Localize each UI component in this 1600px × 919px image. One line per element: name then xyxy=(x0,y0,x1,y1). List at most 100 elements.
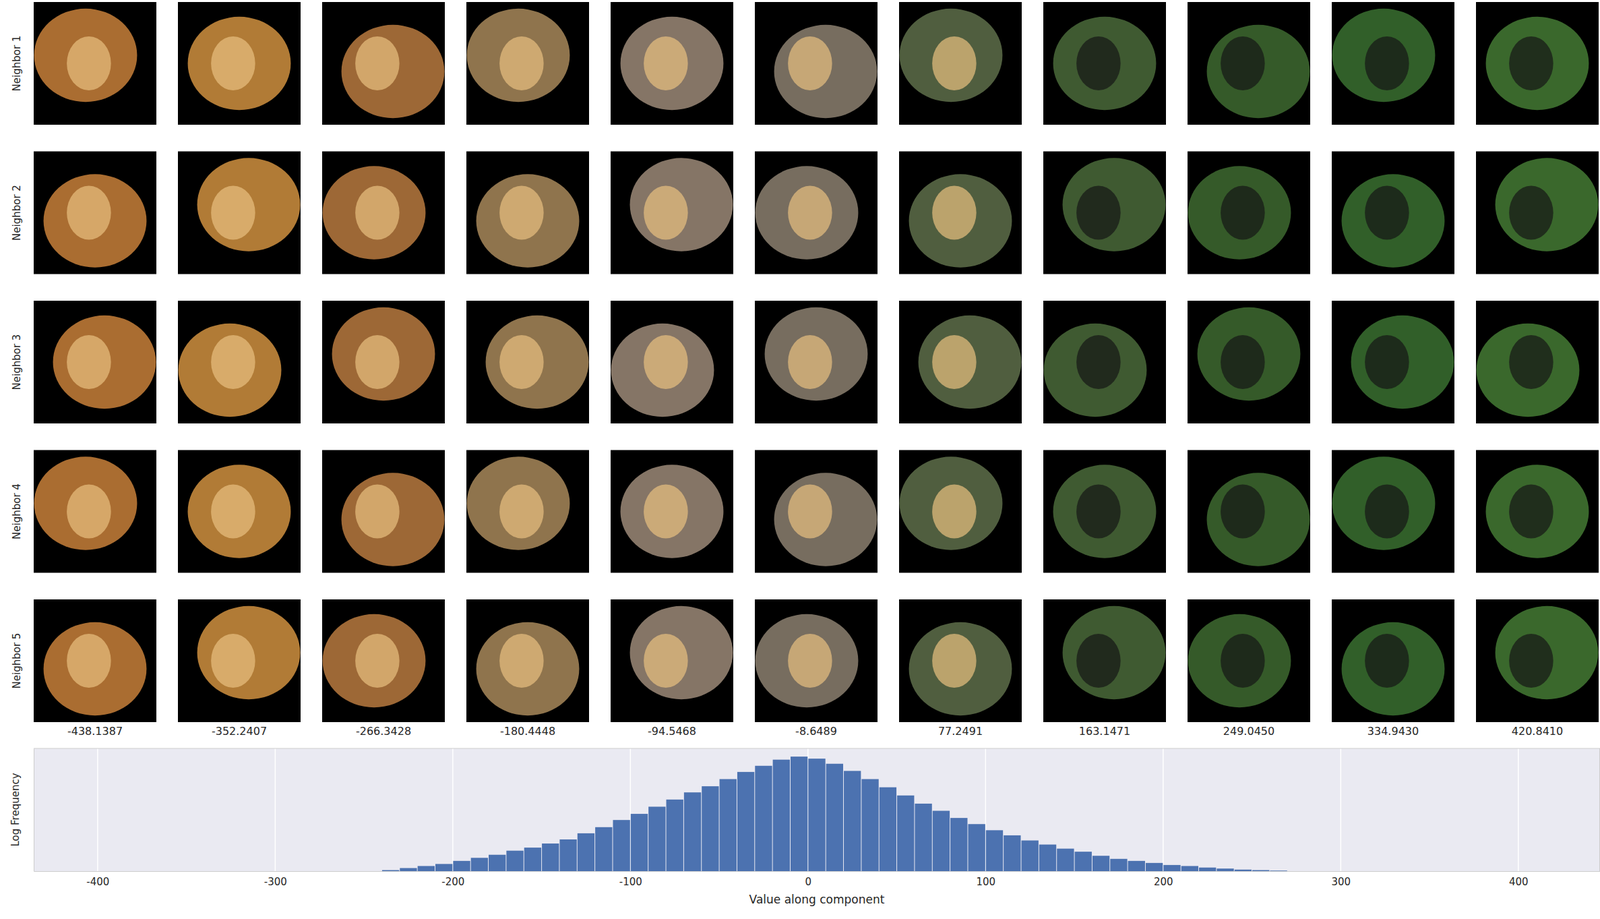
image-content xyxy=(34,8,138,102)
neighbor-image xyxy=(899,599,1022,722)
x-tick-label: 400 xyxy=(1509,875,1529,888)
column-value: -352.2407 xyxy=(211,724,267,738)
image-detail xyxy=(932,483,977,538)
image-background xyxy=(610,599,734,722)
image-content xyxy=(1495,157,1599,251)
x-tick: 100 xyxy=(975,870,996,888)
neighbor-image xyxy=(177,450,301,573)
image-background xyxy=(1331,599,1455,722)
neighbor-image xyxy=(1331,151,1455,275)
image-content xyxy=(764,307,869,401)
image-background xyxy=(899,2,1022,125)
image-background xyxy=(1475,151,1599,275)
image-content xyxy=(1341,173,1445,267)
image-background xyxy=(610,151,734,275)
image-background xyxy=(754,450,878,573)
bar xyxy=(754,765,772,871)
image-content xyxy=(630,157,734,251)
neighbor-image xyxy=(610,151,734,275)
image-detail xyxy=(1220,185,1266,240)
grid-line xyxy=(1162,748,1164,871)
image-content xyxy=(1053,464,1157,558)
image-content xyxy=(322,613,426,707)
neighbor-image xyxy=(466,2,590,125)
neighbor-image xyxy=(322,599,445,722)
image-background xyxy=(1331,450,1455,573)
neighbor-image xyxy=(1475,450,1599,573)
neighbor-image xyxy=(754,450,878,573)
neighbor-image xyxy=(1043,300,1166,424)
image-detail xyxy=(66,334,112,389)
neighbor-image xyxy=(177,151,301,275)
image-background xyxy=(754,300,878,424)
x-tick: 400 xyxy=(1509,870,1529,888)
neighbor-image xyxy=(754,151,878,275)
image-content xyxy=(620,464,724,558)
x-tick-label: -300 xyxy=(264,875,288,888)
image-content xyxy=(197,157,301,251)
image-background xyxy=(899,450,1022,573)
plot-background xyxy=(33,748,1600,871)
image-background xyxy=(1043,2,1166,125)
row-label: Neighbor 4 xyxy=(10,483,23,540)
neighbor-image xyxy=(322,2,445,125)
column-value: -94.5468 xyxy=(647,724,697,738)
x-tick: -200 xyxy=(441,870,465,888)
neighbor-image xyxy=(1475,2,1599,125)
image-detail xyxy=(1509,36,1554,91)
image-background xyxy=(1187,2,1311,125)
neighbor-image xyxy=(177,2,301,125)
image-detail xyxy=(643,185,689,240)
image-content xyxy=(1188,613,1292,707)
image-background xyxy=(466,2,590,125)
image-detail xyxy=(210,483,256,538)
x-tick-label: 300 xyxy=(1331,875,1351,888)
image-content xyxy=(899,8,1003,102)
image-background xyxy=(610,2,734,125)
image-background xyxy=(1187,151,1311,275)
image-background xyxy=(899,599,1022,722)
bar xyxy=(1110,858,1127,871)
image-detail xyxy=(66,185,112,240)
grid-line xyxy=(97,748,99,871)
neighbor-image xyxy=(899,300,1022,424)
image-detail xyxy=(787,36,833,91)
bar xyxy=(471,857,488,871)
bar xyxy=(790,756,808,871)
neighbor-image xyxy=(1187,450,1311,573)
neighbor-image xyxy=(1331,599,1455,722)
image-detail xyxy=(355,334,400,389)
frame-right xyxy=(1599,748,1600,871)
neighbor-image xyxy=(754,599,878,722)
bar xyxy=(843,770,861,871)
image-detail xyxy=(643,36,689,91)
image-background xyxy=(1043,300,1166,424)
bar xyxy=(452,860,470,871)
image-background xyxy=(899,151,1022,275)
neighbor-image xyxy=(754,300,878,424)
neighbor-image xyxy=(33,300,157,424)
image-detail xyxy=(210,334,256,389)
image-background xyxy=(1043,450,1166,573)
image-background xyxy=(33,151,157,275)
image-detail xyxy=(499,483,544,538)
image-background xyxy=(33,450,157,573)
bar xyxy=(559,839,577,871)
column-value: 163.1471 xyxy=(1079,724,1131,738)
image-detail xyxy=(66,36,112,91)
image-background xyxy=(33,300,157,424)
bar xyxy=(1003,835,1021,871)
bar xyxy=(435,863,453,871)
image-background xyxy=(33,2,157,125)
image-detail xyxy=(499,36,544,91)
neighbor-image xyxy=(466,300,590,424)
bar xyxy=(1056,848,1074,871)
bar xyxy=(1163,864,1181,871)
image-detail xyxy=(1076,185,1121,240)
x-tick: -100 xyxy=(619,870,643,888)
bar xyxy=(950,817,968,871)
image-content xyxy=(467,456,571,550)
x-tick-label: 100 xyxy=(975,875,996,888)
column-value: -180.4448 xyxy=(500,724,556,738)
image-content xyxy=(43,622,147,716)
